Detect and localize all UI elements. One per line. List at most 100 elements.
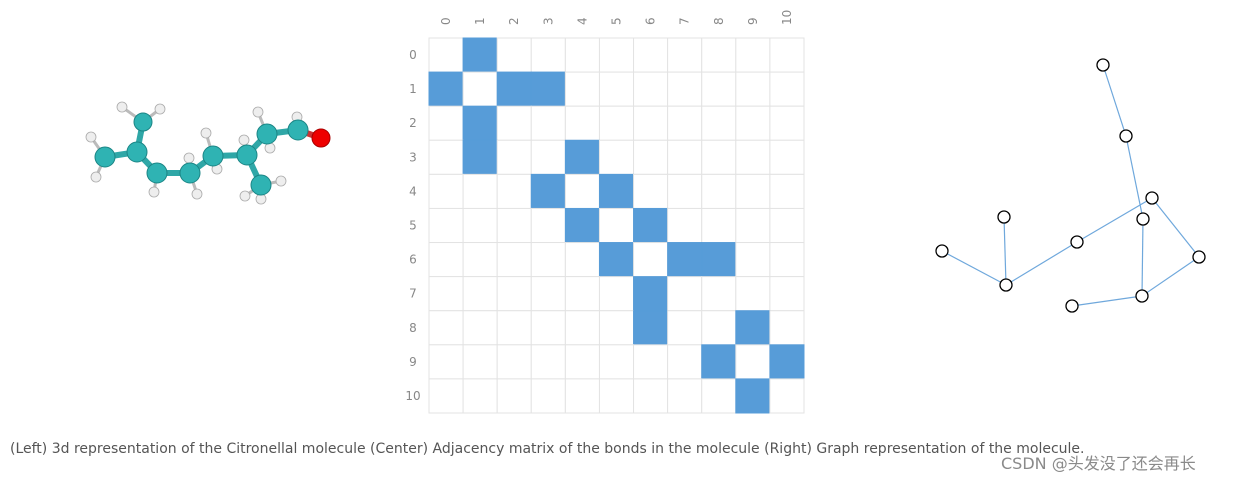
matrix-cell bbox=[564, 276, 600, 312]
matrix-cell bbox=[496, 37, 532, 73]
matrix-cell bbox=[564, 310, 600, 346]
matrix-cell bbox=[462, 37, 498, 73]
row-label: 0 bbox=[409, 48, 417, 62]
matrix-cell bbox=[735, 173, 771, 209]
matrix-cell bbox=[769, 310, 805, 346]
matrix-cell bbox=[496, 139, 532, 175]
matrix-cell bbox=[564, 378, 600, 414]
watermark: CSDN @头发没了还会再长 bbox=[1001, 454, 1196, 473]
matrix-cell bbox=[769, 242, 805, 278]
matrix-cell bbox=[667, 378, 703, 414]
matrix-cell bbox=[462, 173, 498, 209]
matrix-cell bbox=[598, 207, 635, 244]
matrix-cell bbox=[667, 105, 703, 141]
matrix-cell bbox=[564, 344, 600, 380]
matrix-cell bbox=[598, 105, 635, 141]
matrix-cell bbox=[735, 344, 771, 380]
matrix-cell bbox=[462, 242, 498, 278]
row-label: 9 bbox=[409, 355, 417, 369]
matrix-cell bbox=[428, 139, 464, 175]
matrix-cell bbox=[462, 344, 498, 380]
matrix-cell bbox=[735, 105, 771, 141]
column-label: 7 bbox=[678, 17, 692, 25]
matrix-cell bbox=[667, 276, 703, 312]
matrix-cell bbox=[701, 276, 737, 312]
matrix-cell bbox=[633, 344, 669, 380]
matrix-cell bbox=[530, 378, 566, 414]
matrix-cell bbox=[735, 71, 771, 107]
matrix-cell bbox=[701, 173, 737, 209]
column-label: 0 bbox=[439, 17, 453, 25]
matrix-cell bbox=[530, 71, 566, 107]
matrix-cell bbox=[598, 310, 635, 346]
matrix-cell bbox=[701, 37, 737, 73]
row-label: 4 bbox=[409, 184, 417, 198]
matrix-cell bbox=[530, 139, 566, 175]
matrix-cell bbox=[428, 378, 464, 414]
matrix-cell bbox=[667, 344, 703, 380]
column-label: 9 bbox=[746, 17, 760, 25]
matrix-cell bbox=[701, 242, 737, 278]
matrix-cell bbox=[769, 276, 805, 312]
matrix-cell bbox=[496, 310, 532, 346]
matrix-cell bbox=[428, 105, 464, 141]
matrix-cell bbox=[735, 378, 771, 414]
matrix-cell bbox=[667, 139, 703, 175]
matrix-cell bbox=[701, 310, 737, 346]
matrix-cell bbox=[667, 310, 703, 346]
matrix-cell bbox=[530, 344, 566, 380]
matrix-cell bbox=[598, 71, 635, 107]
matrix-cell bbox=[598, 276, 635, 312]
matrix-cell bbox=[769, 378, 805, 414]
adjacency-matrix: 0 0 1 1 2 2 3 3 4 4 5 5 6 6 7 7 8 8 9 9 10 10 bbox=[405, 10, 805, 414]
matrix-cell bbox=[462, 207, 498, 244]
matrix-cell bbox=[598, 139, 635, 175]
matrix-cell bbox=[462, 139, 498, 175]
matrix-cell bbox=[530, 207, 566, 244]
matrix-cell bbox=[564, 207, 600, 244]
matrix-cell bbox=[530, 173, 566, 209]
matrix-cell bbox=[701, 71, 737, 107]
matrix-cell bbox=[428, 37, 464, 73]
column-label: 10 bbox=[780, 10, 794, 25]
matrix-cell bbox=[428, 242, 464, 278]
matrix-cell bbox=[564, 71, 600, 107]
row-label: 8 bbox=[409, 321, 417, 335]
matrix-cell bbox=[735, 276, 771, 312]
matrix-cell bbox=[667, 173, 703, 209]
matrix-cell bbox=[735, 242, 771, 278]
matrix-cell bbox=[428, 276, 464, 312]
matrix-cell bbox=[667, 207, 703, 244]
column-label: 4 bbox=[575, 17, 589, 25]
matrix-cell bbox=[530, 310, 566, 346]
matrix-cell bbox=[701, 207, 737, 244]
matrix-cell bbox=[496, 378, 532, 414]
matrix-cell bbox=[735, 139, 771, 175]
matrix-cell bbox=[462, 310, 498, 346]
matrix-cell bbox=[701, 105, 737, 141]
matrix-cell bbox=[428, 310, 464, 346]
matrix-cell bbox=[564, 37, 600, 73]
matrix-cell bbox=[633, 105, 669, 141]
matrix-cell bbox=[530, 276, 566, 312]
column-label: 6 bbox=[644, 17, 658, 25]
row-label: 6 bbox=[409, 253, 417, 267]
matrix-cell bbox=[530, 37, 566, 73]
matrix-cell bbox=[769, 207, 805, 244]
matrix-cell bbox=[633, 207, 669, 244]
matrix-cell bbox=[496, 276, 532, 312]
matrix-cell bbox=[496, 207, 532, 244]
matrix-cell bbox=[462, 71, 498, 107]
matrix-cell bbox=[633, 37, 669, 73]
matrix-cell bbox=[598, 37, 635, 73]
matrix-cell bbox=[633, 71, 669, 107]
matrix-cell bbox=[564, 242, 600, 278]
matrix-cell bbox=[564, 139, 600, 175]
matrix-cell bbox=[667, 71, 703, 107]
matrix-cell bbox=[735, 37, 771, 73]
matrix-cell bbox=[633, 378, 669, 414]
row-label: 7 bbox=[409, 287, 417, 301]
matrix-cell bbox=[462, 378, 498, 414]
molecule-3d bbox=[85, 101, 331, 205]
